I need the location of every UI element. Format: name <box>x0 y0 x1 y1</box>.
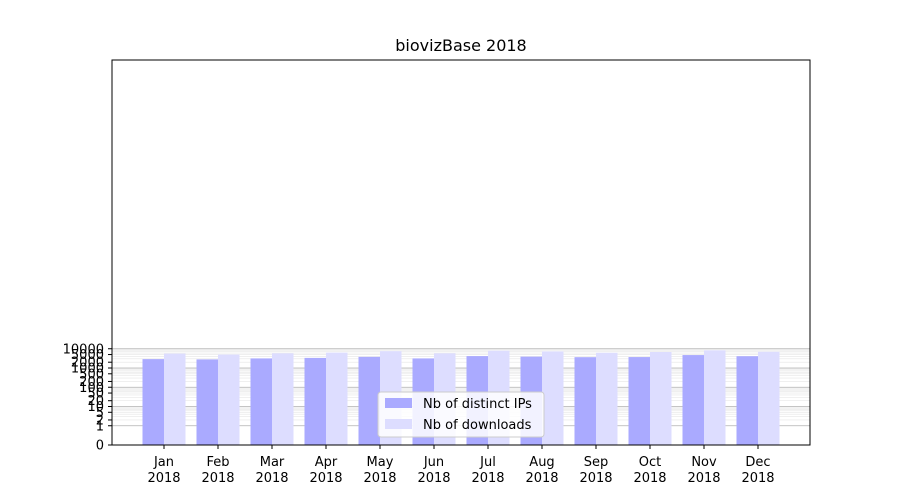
legend-swatch <box>385 419 412 429</box>
y-tick-label: 100 <box>79 381 104 396</box>
y-tick-label: 1000 <box>71 362 104 377</box>
x-tick-label-month: Jan <box>153 455 174 470</box>
y-tick-label: 200 <box>79 375 104 390</box>
bar-distinct-ips <box>304 357 326 445</box>
legend-label: Nb of distinct IPs <box>423 397 532 412</box>
x-tick-label-month: Feb <box>206 455 229 470</box>
bar-distinct-ips <box>196 359 218 445</box>
bar-distinct-ips <box>574 357 596 445</box>
bar-downloads <box>218 354 240 445</box>
x-tick-label-year: 2018 <box>579 471 612 486</box>
x-tick-label-year: 2018 <box>201 471 234 486</box>
legend-label: Nb of downloads <box>423 418 532 433</box>
y-tick-label: 5000 <box>71 348 104 363</box>
x-tick-label-year: 2018 <box>525 471 558 486</box>
y-tick-label: 2 <box>96 413 104 428</box>
y-tick-label: 2000 <box>71 356 104 371</box>
x-tick-label-month: Sep <box>584 455 609 470</box>
bar-downloads <box>650 351 672 445</box>
bar-downloads <box>164 353 186 445</box>
x-tick-label-year: 2018 <box>363 471 396 486</box>
x-tick-label-year: 2018 <box>309 471 342 486</box>
x-tick-label-year: 2018 <box>741 471 774 486</box>
bar-distinct-ips <box>142 359 164 445</box>
plot-frame <box>111 59 811 446</box>
y-tick-label: 5 <box>96 406 104 421</box>
x-tick-label-month: Mar <box>260 455 285 470</box>
chart-title: biovizBase 2018 <box>395 36 526 55</box>
x-axis: Jan2018Feb2018Mar2018Apr2018May2018Jun20… <box>147 445 775 486</box>
x-tick-label-year: 2018 <box>255 471 288 486</box>
y-tick-label: 50 <box>87 387 104 402</box>
x-tick-label-year: 2018 <box>417 471 450 486</box>
bar-distinct-ips <box>358 356 380 445</box>
x-tick-label-month: Nov <box>691 455 717 470</box>
bar-downloads <box>272 353 294 445</box>
bar-distinct-ips <box>628 357 650 445</box>
x-tick-label-month: Oct <box>639 455 661 470</box>
y-tick-label: 10000 <box>63 342 104 357</box>
x-tick-label-year: 2018 <box>471 471 504 486</box>
bar-downloads <box>596 352 618 445</box>
bar-downloads <box>704 350 726 445</box>
y-tick-label: 500 <box>79 367 104 382</box>
legend-swatch <box>385 398 412 408</box>
legend: Nb of distinct IPs Nb of downloads <box>377 391 545 438</box>
bar-downloads <box>326 352 348 445</box>
y-tick-label: 0 <box>96 439 104 454</box>
y-tick-label: 10 <box>87 400 104 415</box>
bar-distinct-ips <box>736 356 758 445</box>
x-tick-label-month: Aug <box>529 455 554 470</box>
y-tick-label: 20 <box>87 394 104 409</box>
x-tick-label-year: 2018 <box>147 471 180 486</box>
x-tick-label-year: 2018 <box>633 471 666 486</box>
legend-box <box>377 391 545 438</box>
y-tick-label: 1 <box>96 419 104 434</box>
bar-distinct-ips <box>682 355 704 445</box>
x-tick-label-month: Dec <box>745 455 770 470</box>
x-tick-label-month: Jul <box>479 455 496 470</box>
bar-distinct-ips <box>250 358 272 445</box>
x-tick-label-month: May <box>367 455 394 470</box>
x-tick-label-month: Apr <box>315 455 338 470</box>
bar-downloads <box>542 351 564 445</box>
bar-downloads <box>758 351 780 445</box>
x-tick-label-year: 2018 <box>687 471 720 486</box>
x-tick-label-month: Jun <box>423 455 444 470</box>
